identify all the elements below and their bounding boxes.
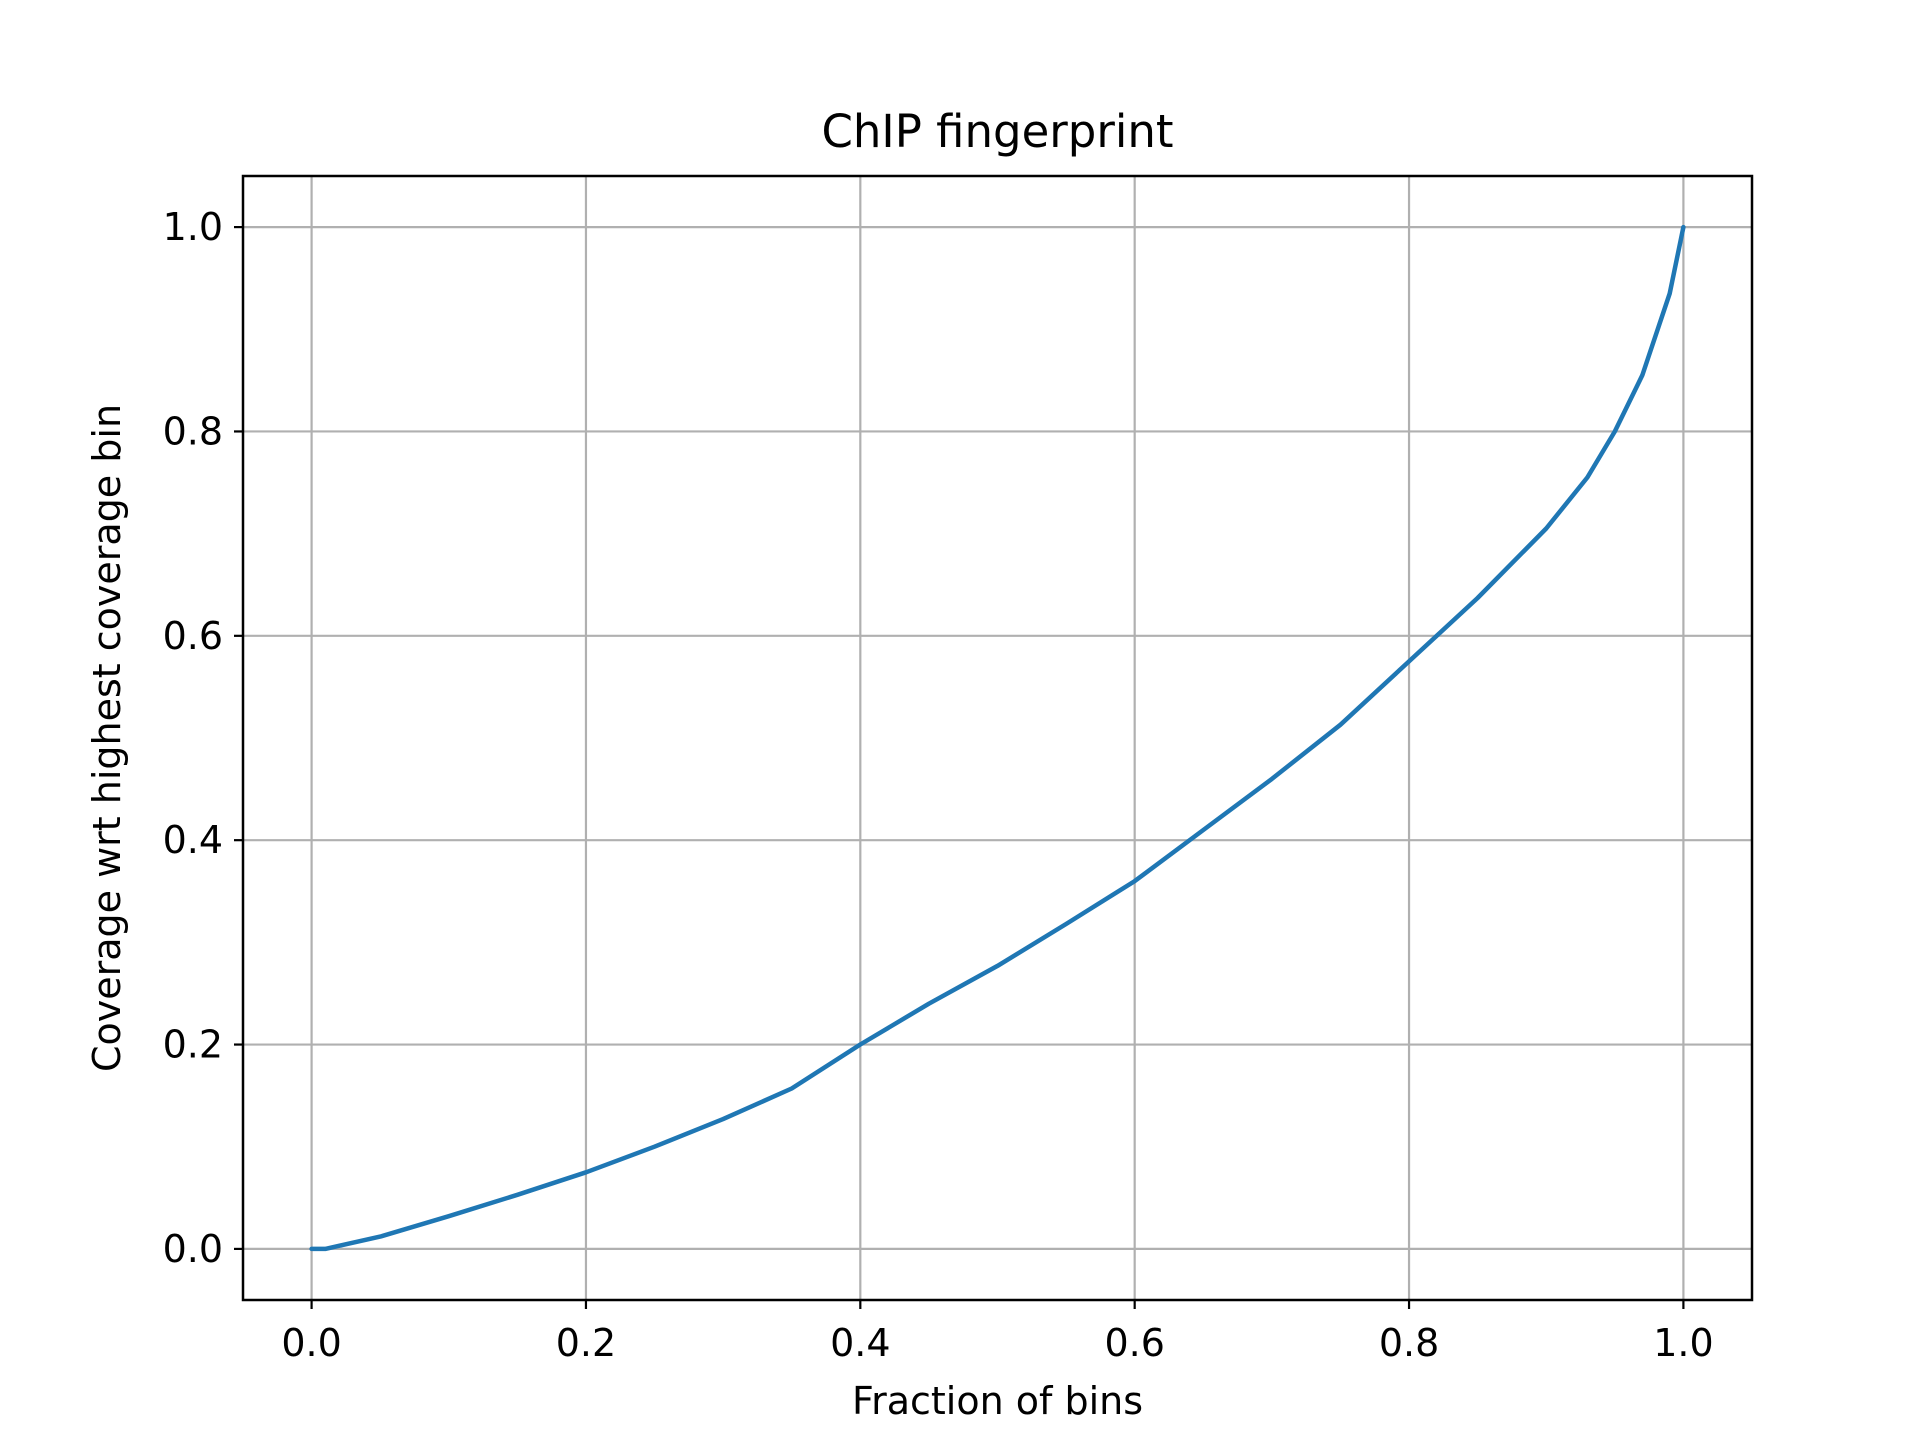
y-tick-label: 0.6 (163, 614, 223, 658)
y-tick-label: 0.0 (163, 1227, 223, 1271)
plot-frame (241, 174, 1754, 1302)
x-tick-label: 0.4 (830, 1321, 890, 1365)
x-tick-label: 0.2 (556, 1321, 616, 1365)
ticks: 0.0 0.2 0.4 0.6 0.8 1.0 0.0 0.2 0.4 0.6 0.8 1.0 (163, 205, 1714, 1365)
x-tick-label: 0.8 (1379, 1321, 1439, 1365)
y-tick-label: 1.0 (163, 205, 223, 249)
series-line (309, 224, 1686, 1252)
y-tick-label: 0.2 (163, 1023, 223, 1067)
y-tick-label: 0.4 (163, 818, 223, 862)
x-tick-label: 0.0 (281, 1321, 341, 1365)
x-tick-label: 0.6 (1104, 1321, 1164, 1365)
x-axis-label: Fraction of bins (852, 1379, 1143, 1423)
chart-title: ChIP fingerprint (821, 105, 1173, 158)
grid (243, 176, 1752, 1300)
x-tick-label: 1.0 (1653, 1321, 1713, 1365)
y-tick-label: 0.8 (163, 409, 223, 453)
series-layer (309, 224, 1686, 1252)
y-axis-label: Coverage wrt highest coverage bin (85, 404, 129, 1072)
